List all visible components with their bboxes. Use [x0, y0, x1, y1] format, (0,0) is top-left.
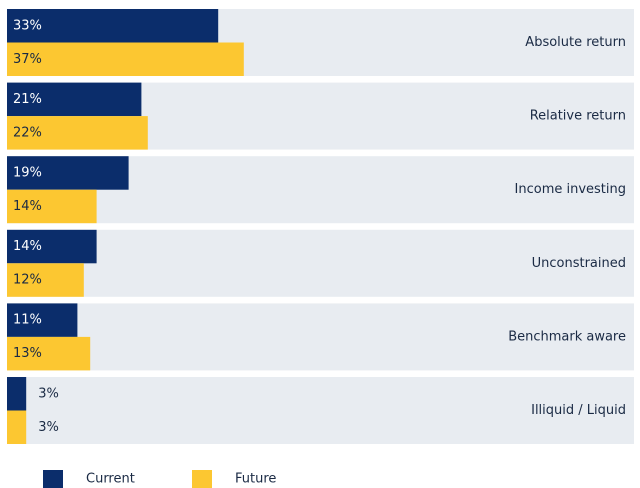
value-label: 19%: [13, 165, 42, 180]
category-label: Benchmark aware: [508, 329, 626, 344]
bar: [7, 156, 129, 190]
category-label: Absolute return: [525, 35, 626, 50]
bar: [7, 336, 91, 371]
category-label: Income investing: [515, 182, 626, 197]
legend-swatch: [43, 470, 63, 488]
value-label: 13%: [13, 346, 42, 361]
value-label: 21%: [13, 92, 42, 107]
bar: [7, 303, 78, 337]
value-label: 11%: [13, 313, 42, 328]
value-label: 12%: [13, 273, 42, 288]
value-label: 22%: [13, 125, 42, 140]
bar: [7, 82, 142, 117]
bar: [7, 42, 244, 76]
legend-label: Future: [235, 472, 276, 487]
value-label: 3%: [38, 420, 59, 435]
bar: [7, 229, 97, 264]
value-label: 3%: [38, 386, 59, 401]
value-label: 14%: [13, 199, 42, 214]
bar: [7, 189, 97, 224]
value-label: 33%: [13, 18, 42, 33]
category-label: Illiquid / Liquid: [531, 403, 626, 418]
legend-label: Current: [86, 472, 135, 487]
bar: [7, 263, 84, 297]
category-label: Unconstrained: [532, 256, 626, 271]
value-label: 37%: [13, 52, 42, 67]
bar: [7, 377, 27, 411]
bar: [7, 410, 27, 444]
row-background: [7, 229, 634, 297]
category-label: Relative return: [530, 109, 626, 124]
bar: [7, 116, 148, 150]
bar: [7, 9, 219, 43]
row-background: [7, 303, 634, 371]
legend-swatch: [192, 470, 212, 488]
value-label: 14%: [13, 239, 42, 254]
row-background: [7, 377, 634, 444]
